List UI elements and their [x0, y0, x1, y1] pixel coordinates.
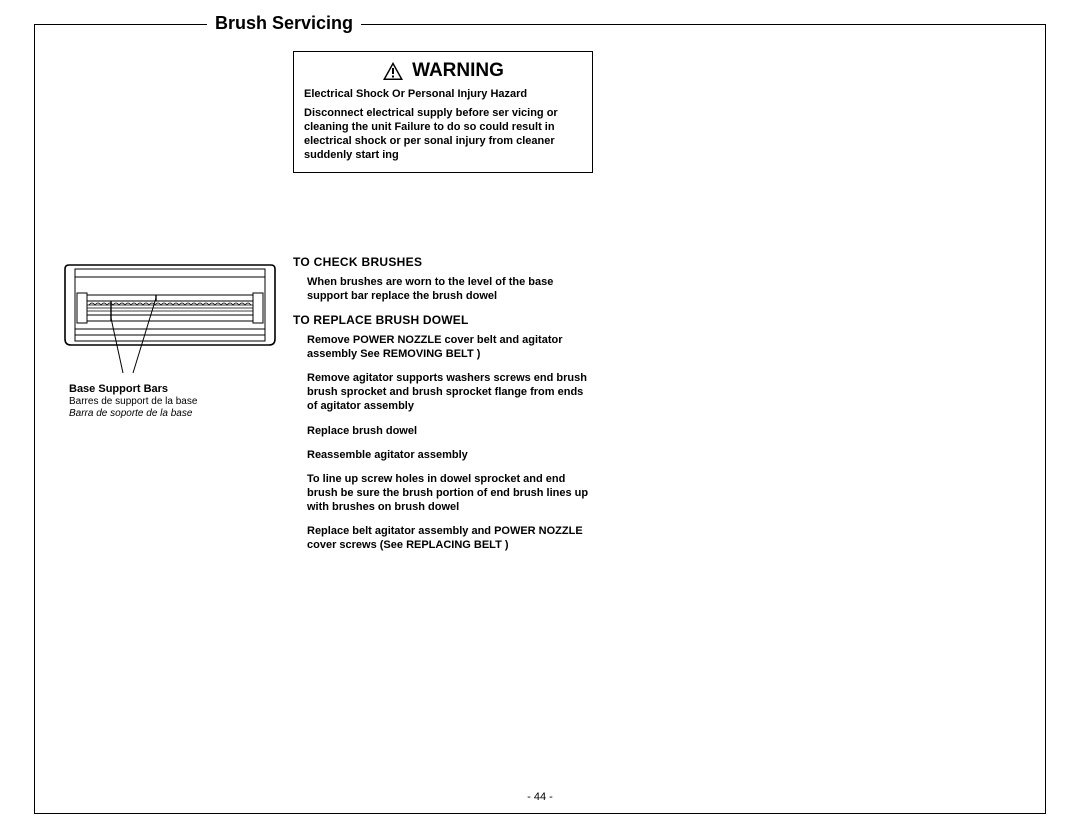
para-replace-2: Remove agitator supports washers screws …	[293, 371, 593, 413]
warning-body: Disconnect electrical supply before ser …	[304, 106, 582, 162]
para-replace-1: Remove POWER NOZZLE cover belt and agita…	[293, 333, 593, 361]
warning-box: WARNING Electrical Shock Or Personal Inj…	[293, 51, 593, 173]
para-check-1: When brushes are worn to the level of th…	[293, 275, 593, 303]
diagram-label-en: Base Support Bars	[69, 383, 269, 395]
para-replace-5: To line up screw holes in dowel sprocket…	[293, 472, 593, 514]
brush-diagram	[61, 255, 279, 375]
heading-check-brushes: TO CHECK BRUSHES	[293, 255, 593, 269]
para-replace-4: Reassemble agitator assembly	[293, 448, 593, 462]
diagram-label-fr: Barres de support de la base	[69, 396, 269, 407]
page-number: - 44 -	[35, 791, 1045, 803]
warning-title: WARNING	[412, 60, 504, 82]
para-replace-3: Replace brush dowel	[293, 424, 593, 438]
warning-header: WARNING	[304, 60, 582, 82]
title-bar: Brush Servicing	[207, 13, 361, 34]
diagram-label-es: Barra de soporte de la base	[69, 408, 269, 419]
heading-replace-dowel: TO REPLACE BRUSH DOWEL	[293, 313, 593, 327]
page-frame: Brush Servicing WARNING Electrical Shock…	[34, 24, 1046, 814]
content-column: TO CHECK BRUSHES When brushes are worn t…	[293, 255, 593, 562]
diagram-label: Base Support Bars Barres de support de l…	[69, 383, 269, 419]
warning-triangle-icon	[382, 61, 404, 81]
warning-subhead: Electrical Shock Or Personal Injury Haza…	[304, 88, 582, 102]
para-replace-6: Replace belt agitator assembly and POWER…	[293, 524, 593, 552]
page-title: Brush Servicing	[215, 13, 353, 33]
